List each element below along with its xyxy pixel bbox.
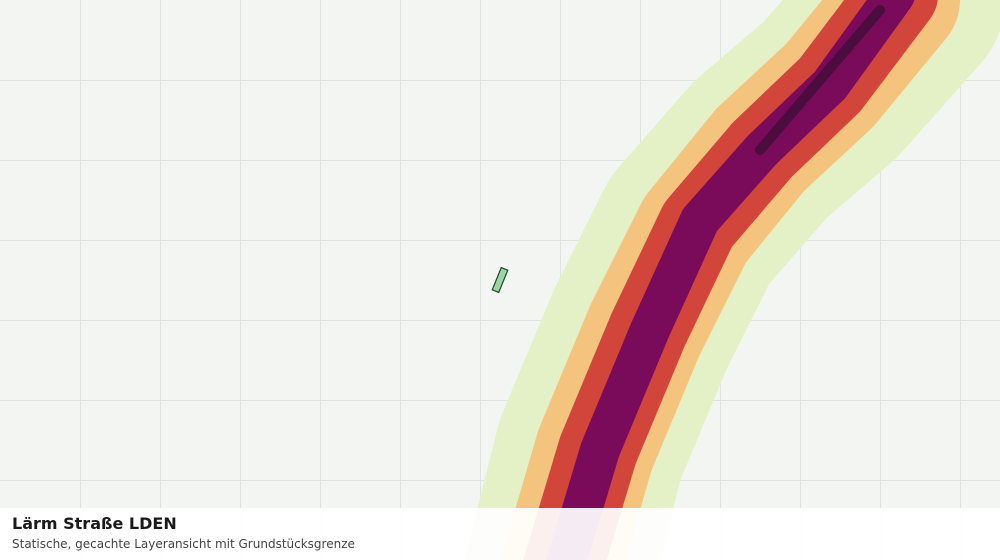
- layer-subtitle: Statische, gecachte Layeransicht mit Gru…: [12, 537, 355, 551]
- noise-band-70db: [546, 0, 915, 560]
- layer-title: Lärm Straße LDEN: [12, 514, 177, 533]
- noise-layer: [466, 0, 1000, 560]
- noise-band-75db: [755, 5, 885, 155]
- parcel-boundary: [491, 266, 509, 294]
- info-panel: [0, 508, 1000, 560]
